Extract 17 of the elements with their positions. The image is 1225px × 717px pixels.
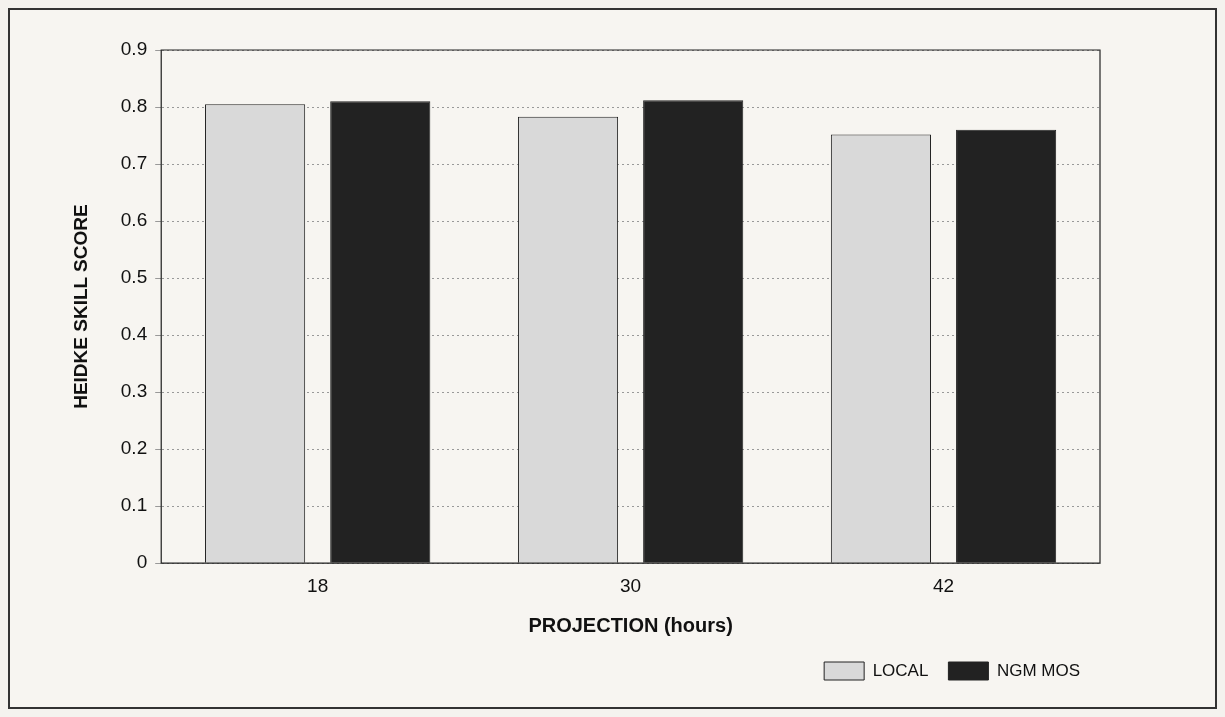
y-tick-label: 0.4	[120, 323, 148, 345]
y-tick-label: 0.2	[120, 437, 148, 459]
x-tick-label: 18	[307, 574, 329, 596]
x-tick-label: 30	[620, 574, 642, 596]
x-axis-title: PROJECTION (hours)	[528, 613, 733, 636]
x-tick-label: 42	[932, 574, 955, 596]
y-axis-title: HEIDKE SKILL SCORE	[69, 204, 91, 409]
y-tick-label: 0.9	[120, 38, 148, 60]
y-tick-label: 0	[136, 551, 148, 573]
y-tick-label: 0.6	[120, 209, 148, 231]
y-tick-label: 0.5	[120, 266, 148, 288]
legend-label: NGM MOS	[996, 660, 1080, 680]
legend-label: LOCAL	[872, 660, 929, 680]
y-tick-label: 0.3	[120, 380, 148, 402]
y-tick-label: 0.8	[120, 95, 148, 117]
y-tick-label: 0.1	[120, 494, 148, 516]
y-tick-label: 0.7	[120, 152, 148, 174]
